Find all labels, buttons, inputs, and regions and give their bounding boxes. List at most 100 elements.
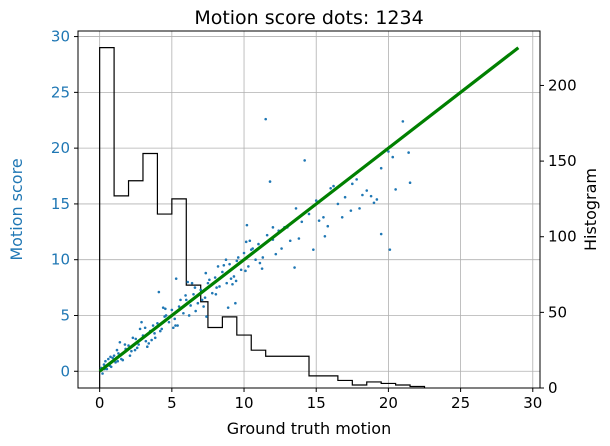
scatter-point — [117, 352, 120, 355]
scatter-point — [143, 326, 147, 330]
scatter-point — [234, 279, 238, 283]
scatter-point — [218, 285, 221, 288]
scatter-point — [112, 354, 116, 357]
scatter-point — [131, 336, 135, 340]
y-tick-label: 20 — [51, 139, 70, 157]
scatter-point — [228, 262, 231, 266]
scatter-point — [247, 265, 250, 268]
scatter-point — [221, 270, 224, 274]
scatter-point — [361, 193, 364, 197]
scatter-point — [203, 296, 207, 299]
scatter-point — [123, 343, 127, 346]
scatter-point — [204, 271, 208, 275]
scatter-point — [140, 320, 143, 324]
scatter-point — [171, 326, 175, 330]
scatter-point — [326, 224, 330, 228]
scatter-point — [260, 267, 264, 270]
scatter-point — [135, 346, 139, 350]
scatter-point — [151, 324, 155, 327]
scatter-point — [349, 209, 353, 212]
scatter-point — [109, 355, 112, 359]
x-ticks: 0 5 10 15 20 25 30 — [95, 388, 542, 412]
x-tick-label: 25 — [451, 394, 470, 412]
scatter-point — [234, 301, 237, 305]
scatter-point — [200, 298, 204, 302]
x-tick-label: 30 — [523, 394, 542, 412]
scatter-point — [288, 239, 292, 243]
scatter-point — [202, 305, 205, 308]
scatter-point — [372, 201, 376, 205]
scatter-point — [257, 242, 260, 246]
scatter-point — [314, 199, 318, 202]
scatter-point — [224, 258, 228, 262]
scatter-point — [231, 282, 234, 286]
scatter-point — [317, 219, 321, 222]
y2-tick-label: 100 — [548, 228, 577, 246]
scatter-point — [251, 247, 254, 250]
scatter-point — [329, 187, 332, 190]
x-tick-label: 5 — [167, 394, 177, 412]
scatter-point — [102, 363, 106, 366]
y2-tick-label: 50 — [548, 303, 567, 321]
scatter-point — [104, 359, 107, 363]
fit-line — [98, 46, 520, 373]
scatter-point — [105, 367, 109, 371]
histogram-step — [99, 47, 426, 388]
scatter-point — [118, 340, 122, 344]
scatter-point — [375, 198, 379, 201]
scatter-point — [268, 180, 272, 183]
scatter-point — [111, 356, 114, 360]
x-tick-label: 0 — [95, 394, 105, 412]
scatter-point — [138, 327, 142, 331]
scatter-point — [235, 259, 239, 263]
x-tick-label: 10 — [234, 394, 253, 412]
scatter-point — [394, 188, 397, 191]
scatter-point — [408, 181, 412, 185]
scatter-point — [323, 234, 327, 238]
scatter-point — [369, 194, 373, 198]
scatter-point — [144, 339, 148, 343]
scatter-point — [213, 276, 217, 279]
scatter-point — [196, 301, 200, 305]
x-axis-label: Ground truth motion — [227, 419, 391, 438]
scatter-point — [176, 324, 179, 327]
scatter-point — [226, 306, 230, 309]
scatter-point — [387, 150, 390, 153]
scatter-point — [351, 182, 354, 186]
scatter-point — [244, 269, 247, 273]
scatter-point — [193, 286, 197, 289]
y-ticks-left: 0 5 10 15 20 25 30 — [51, 28, 78, 380]
scatter-point — [184, 294, 187, 297]
plot-frame — [77, 30, 541, 389]
x-tick-label: 20 — [379, 394, 398, 412]
scatter-point — [189, 304, 192, 307]
y-tick-label: 10 — [51, 251, 70, 269]
scatter-point — [271, 226, 275, 229]
scatter-point — [192, 292, 195, 296]
scatter-point — [307, 212, 311, 216]
scatter-point — [343, 195, 347, 199]
scatter-point — [379, 166, 383, 170]
scatter-point — [242, 251, 246, 255]
scatter-point — [245, 223, 249, 227]
scatter-point — [401, 120, 405, 123]
scatter-point — [107, 357, 110, 361]
scatter-point — [206, 281, 210, 285]
scatter-point — [332, 184, 335, 188]
scatter-point — [190, 281, 194, 285]
scatter-point — [294, 207, 298, 210]
scatter-point — [187, 314, 191, 317]
y-tick-label: 30 — [51, 28, 70, 46]
scatter-point — [115, 348, 119, 352]
scatter-point — [391, 155, 395, 159]
scatter-point — [358, 207, 361, 210]
scatter-point — [216, 265, 220, 268]
scatter-point — [179, 298, 182, 302]
scatter-point — [214, 292, 218, 296]
scatter-point — [153, 332, 156, 335]
y-tick-label: 0 — [60, 362, 70, 380]
scatter-point — [134, 337, 138, 341]
scatter-point — [258, 261, 262, 265]
